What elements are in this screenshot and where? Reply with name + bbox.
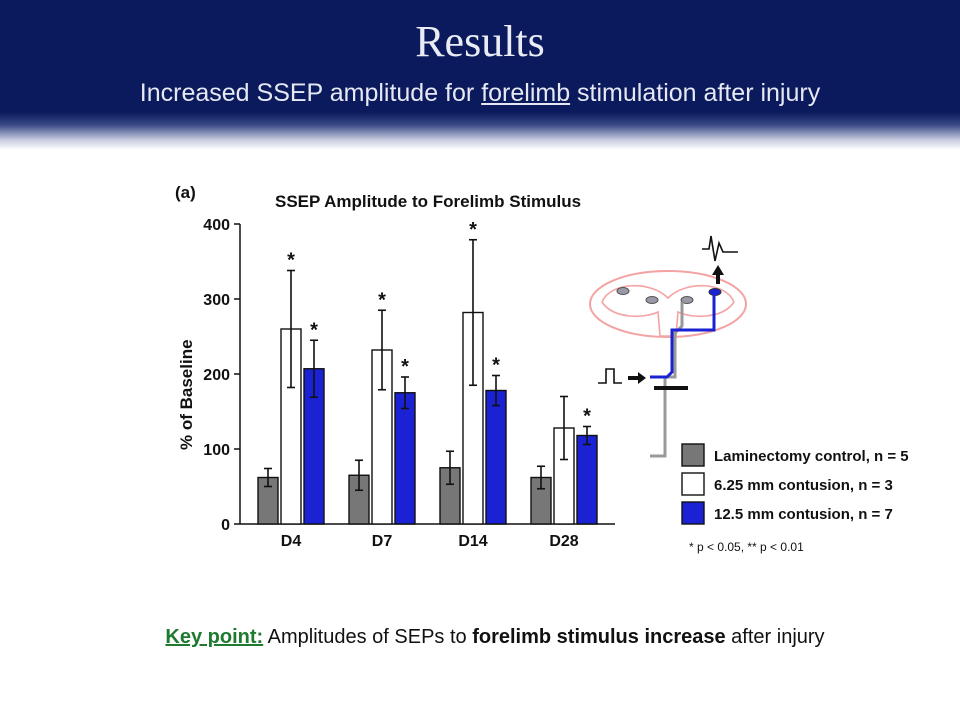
chart-axes: 0 100 200 300 400 (203, 217, 615, 534)
x-tick-label: D28 (549, 533, 578, 550)
chart-legend: Laminectomy control, n = 5 6.25 mm contus… (681, 443, 909, 525)
y-tick-label: 100 (203, 442, 230, 459)
significance-marker: * (401, 356, 409, 378)
ssep-figure: (a) SSEP Amplitude to Forelimb Stimulus … (175, 183, 909, 554)
slide-title: Results (415, 17, 545, 66)
response-waveform-icon (702, 235, 738, 262)
bar (394, 392, 416, 525)
y-tick-label: 0 (221, 517, 230, 534)
significance-note: * p < 0.05, ** p < 0.01 (689, 540, 804, 554)
key-point-text-1: Amplitudes of SEPs to (263, 626, 473, 648)
y-tick-label: 200 (203, 367, 230, 384)
significance-marker: * (469, 219, 477, 241)
key-point-label: Key point: (165, 626, 264, 648)
significance-marker: * (310, 319, 318, 341)
key-point: Key point: Amplitudes of SEPs to forelim… (0, 626, 960, 649)
spinal-cord-schematic (589, 235, 747, 458)
legend-swatch (681, 443, 705, 467)
significance-marker: * (378, 289, 386, 311)
neuron-dot-3 (680, 296, 694, 304)
bar (485, 389, 507, 525)
chart-bars: * * * * * * * (257, 219, 598, 525)
x-tick-label: D4 (281, 533, 302, 550)
up-arrow-icon (712, 265, 724, 284)
key-point-text-2: after injury (725, 626, 825, 648)
legend-label: 6.25 mm contusion, n = 3 (714, 477, 893, 494)
bar (576, 434, 598, 525)
blue-axon-path (650, 294, 716, 379)
panel-label: (a) (175, 183, 196, 202)
neuron-dot-2 (645, 296, 659, 304)
legend-label: Laminectomy control, n = 5 (714, 448, 909, 465)
stimulus-pulse-icon (598, 368, 622, 384)
y-tick-label: 300 (203, 292, 230, 309)
subtitle-part-2: stimulation after injury (570, 79, 821, 107)
subtitle-part-1: Increased SSEP amplitude for (139, 79, 482, 107)
x-tick-label: D14 (458, 533, 487, 550)
chart-title: SSEP Amplitude to Forelimb Stimulus (275, 192, 581, 211)
gray-matter-outline (601, 284, 735, 337)
legend-swatch (681, 472, 705, 496)
legend-swatch (681, 501, 705, 525)
title-banner: Results Increased SSEP amplitude for for… (0, 0, 960, 150)
significance-marker: * (287, 250, 295, 272)
y-tick-label: 400 (203, 217, 230, 234)
cord-outline (589, 270, 747, 338)
subtitle-underlined-word: forelimb (481, 79, 571, 107)
x-tick-labels: D4 D7 D14 D28 (281, 533, 579, 550)
stimulus-arrow-icon (628, 372, 646, 384)
y-axis-label: % of Baseline (177, 339, 196, 450)
gray-axon-path (650, 302, 684, 458)
neuron-dot-1 (616, 287, 630, 295)
key-point-bold: forelimb stimulus increase (472, 626, 726, 648)
significance-marker: * (492, 355, 500, 377)
slide-subtitle: Increased SSEP amplitude for forelimb st… (0, 78, 960, 108)
legend-label: 12.5 mm contusion, n = 7 (714, 506, 893, 523)
significance-marker: * (583, 406, 591, 428)
x-tick-label: D7 (372, 533, 393, 550)
